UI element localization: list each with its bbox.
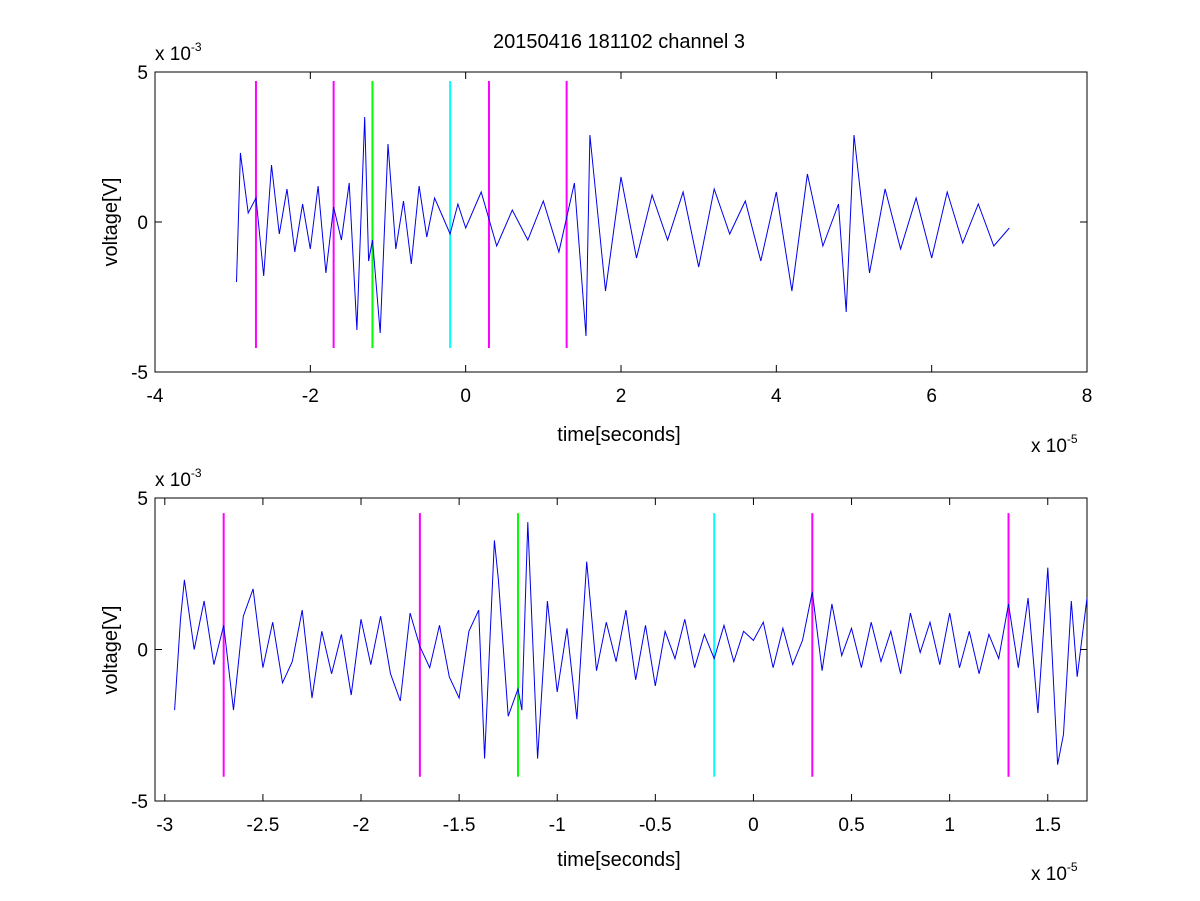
x-tick-label: 6 <box>926 386 937 407</box>
y-tick-label: 0 <box>137 641 148 662</box>
x-tick-label: 4 <box>771 386 782 407</box>
chart-title: 20150416 181102 channel 3 <box>493 31 745 53</box>
x-multiplier-base: x 10 <box>1031 436 1067 457</box>
x-multiplier-exp: -5 <box>1067 860 1078 874</box>
y-tick-label: 0 <box>137 213 148 234</box>
y-multiplier-base: x 10 <box>155 44 191 65</box>
y-multiplier: x 10-3 <box>155 40 202 65</box>
x-tick-label: 8 <box>1082 386 1093 407</box>
x-tick-label: -0.5 <box>639 815 672 836</box>
voltage-trace <box>174 522 1088 765</box>
y-tick-label: -5 <box>131 792 148 813</box>
y-tick-label: 5 <box>137 489 148 510</box>
x-tick-label: 1.5 <box>1035 815 1061 836</box>
plot-frame <box>154 71 1088 373</box>
x-multiplier-base: x 10 <box>1031 864 1067 885</box>
y-ticks: -5 0 5 <box>131 63 1087 384</box>
x-ticks: -4 -2 0 2 4 6 8 <box>147 72 1093 407</box>
y-multiplier-base: x 10 <box>155 470 191 491</box>
x-tick-label: 1 <box>944 815 955 836</box>
x-tick-label: -1 <box>549 815 566 836</box>
y-multiplier: x 10-3 <box>155 466 202 491</box>
x-axis-label: time[seconds] <box>557 424 680 446</box>
y-tick-label: 5 <box>137 63 148 84</box>
x-tick-label: 0 <box>748 815 759 836</box>
x-ticks: -3 -2.5 -2 -1.5 -1 -0.5 0 0.5 1 1.5 <box>156 498 1061 836</box>
x-multiplier: x 10-5 <box>1031 860 1078 885</box>
bottom-plot: -3 -2.5 -2 -1.5 -1 -0.5 0 0.5 1 1.5 -5 0 5 time[sec… <box>100 466 1088 885</box>
x-tick-label: -2 <box>302 386 319 407</box>
x-tick-label: -3 <box>156 815 173 836</box>
x-tick-label: 0 <box>460 386 471 407</box>
y-axis-label: voltage[V] <box>100 178 122 267</box>
voltage-trace <box>236 116 1010 337</box>
y-ticks: -5 0 5 <box>131 489 1087 813</box>
marker-lines <box>222 513 1010 777</box>
x-tick-label: 0.5 <box>838 815 864 836</box>
y-tick-label: -5 <box>131 363 148 384</box>
x-tick-label: -2.5 <box>247 815 280 836</box>
x-multiplier: x 10-5 <box>1031 432 1078 457</box>
y-multiplier-exp: -3 <box>191 40 202 54</box>
x-tick-label: 2 <box>616 386 627 407</box>
top-plot: 20150416 181102 channel 3 -4 -2 0 2 4 6 8 -5 0 5… <box>100 31 1092 457</box>
y-multiplier-exp: -3 <box>191 466 202 480</box>
x-multiplier-exp: -5 <box>1067 432 1078 446</box>
x-axis-label: time[seconds] <box>557 849 680 871</box>
y-axis-label: voltage[V] <box>100 606 122 695</box>
marker-lines <box>254 81 568 348</box>
x-tick-label: -2 <box>353 815 370 836</box>
x-tick-label: -4 <box>147 386 164 407</box>
x-tick-label: -1.5 <box>443 815 476 836</box>
